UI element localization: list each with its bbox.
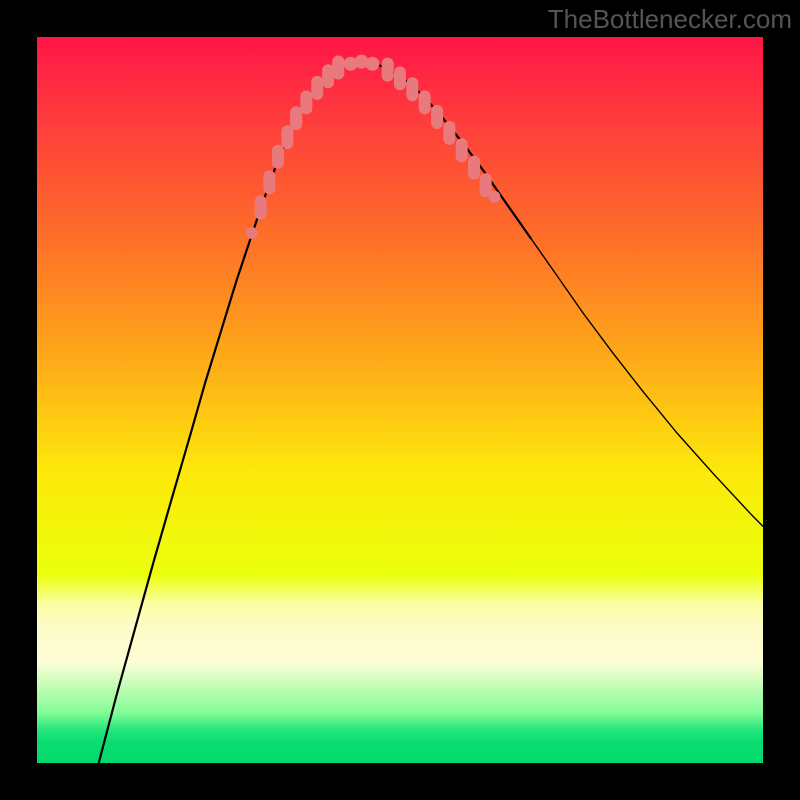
curve-marker	[431, 105, 443, 129]
curve-marker	[255, 196, 267, 220]
curve-marker	[443, 121, 455, 145]
curve-marker	[263, 170, 275, 194]
curve-marker	[419, 90, 431, 114]
curve-marker	[300, 90, 312, 114]
curve-marker	[332, 55, 344, 79]
curve-marker	[281, 125, 293, 149]
gradient-background	[37, 37, 763, 763]
curve-marker	[468, 156, 480, 180]
curve-marker	[394, 66, 406, 90]
curve-marker	[456, 138, 468, 162]
curve-marker	[488, 191, 500, 203]
watermark-text: TheBottlenecker.com	[548, 0, 800, 35]
bottleneck-chart	[0, 0, 800, 800]
curve-marker	[272, 145, 284, 169]
root-container: TheBottlenecker.com	[0, 0, 800, 800]
curve-marker	[246, 227, 258, 239]
curve-marker	[290, 106, 302, 130]
curve-marker	[382, 58, 394, 82]
curve-marker	[406, 77, 418, 101]
curve-marker	[311, 76, 323, 100]
curve-marker	[365, 57, 379, 71]
